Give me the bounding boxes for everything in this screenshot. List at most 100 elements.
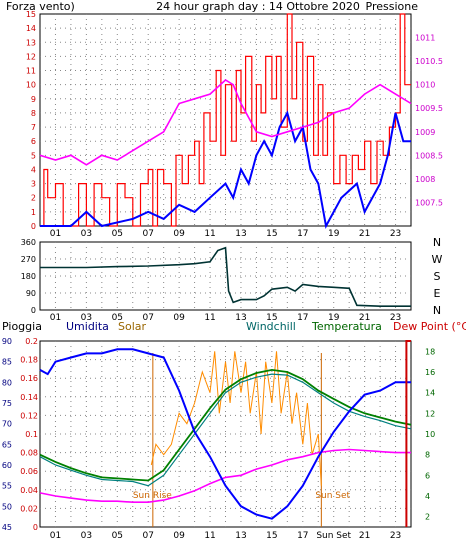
- humidity-tick-label: 55: [2, 482, 12, 491]
- rain-tick-label: 0.14: [20, 393, 38, 402]
- x-tick-label: 01: [50, 313, 61, 323]
- x-tick-label: 21: [359, 229, 370, 239]
- x-tick-label: 23: [390, 531, 401, 541]
- y-tick-label: 360: [21, 238, 36, 247]
- y-tick-label: 0: [31, 306, 36, 315]
- temp-tick-label: 16: [425, 368, 435, 377]
- humidity-tick-label: 90: [2, 337, 12, 346]
- rain-tick-label: 0.18: [20, 356, 38, 365]
- direction-x-ticks: 01 03 05 07 09 11 13 15 17 19 21 23: [50, 313, 402, 323]
- y2-tick-label: 1007.5: [415, 198, 443, 207]
- y-tick-label: 6: [31, 137, 36, 146]
- y-tick-label: 3: [31, 180, 36, 189]
- x-tick-label: 01: [50, 229, 61, 239]
- y-tick-label: 14: [26, 24, 36, 33]
- temp-tick-label: 2: [425, 513, 430, 522]
- x-tick-label: 11: [204, 313, 215, 323]
- humidity-tick-label: 45: [2, 523, 12, 532]
- temp-tick-label: 14: [425, 389, 435, 398]
- rain-tick-label: 0: [33, 523, 38, 532]
- label-solar: Solar: [118, 320, 147, 333]
- y-tick-label: 2: [31, 194, 36, 203]
- temperature-panel-grid: [40, 341, 411, 527]
- sun-set-label: Sun Set: [315, 491, 350, 501]
- rain-tick-label: 0.16: [20, 374, 38, 383]
- x-tick-label: 19: [328, 313, 340, 323]
- x-tick-label: 05: [112, 229, 123, 239]
- rain-tick-label: 0.06: [20, 467, 38, 476]
- x-tick-label: 15: [266, 313, 277, 323]
- humidity-y-ticks: 45 50 55 60 65 70 75 80 85 90: [2, 337, 12, 532]
- x-tick-label: 09: [173, 229, 185, 239]
- label-pioggia: Pioggia: [2, 320, 42, 333]
- rain-tick-label: 0.02: [20, 504, 38, 513]
- y2-tick-label: 1009.5: [415, 104, 443, 113]
- temp-tick-label: 6: [425, 471, 430, 480]
- y-tick-label: 11: [26, 67, 36, 76]
- rain-tick-label: 0.08: [20, 449, 38, 458]
- y2-tick-label: 1010.5: [415, 57, 443, 66]
- x-tick-label: 05: [112, 531, 123, 541]
- x-tick-label: 15: [266, 229, 277, 239]
- y2-tick-label: 1011: [415, 34, 435, 43]
- x-tick-label: 13: [235, 313, 246, 323]
- solar-series: [150, 351, 322, 486]
- x-tick-label: 17: [297, 229, 308, 239]
- humidity-tick-label: 85: [2, 358, 12, 367]
- x-tick-label: 09: [173, 531, 185, 541]
- label-dewpoint: Dew Point (°C): [393, 320, 466, 333]
- wind-x-ticks: 01 03 05 07 09 11 13 15 17 19 21 23: [50, 229, 402, 239]
- rain-series: [405, 340, 411, 527]
- rain-tick-label: 0.2: [25, 337, 38, 346]
- y-tick-label: 270: [21, 255, 36, 264]
- y-tick-label: 1: [31, 208, 36, 217]
- temp-tick-label: 8: [425, 451, 430, 460]
- direction-panel-grid: [40, 242, 411, 310]
- x-tick-label: 23: [390, 313, 401, 323]
- label-temperatura: Temperatura: [311, 320, 382, 333]
- y-tick-label: 0: [31, 222, 36, 231]
- y2-tick-label: 1009: [415, 128, 435, 137]
- compass-label: S: [434, 270, 441, 283]
- x-tick-label: 07: [142, 229, 153, 239]
- humidity-tick-label: 75: [2, 399, 12, 408]
- x-tick-label: 09: [173, 313, 185, 323]
- rain-tick-label: 0.04: [20, 486, 38, 495]
- humidity-tick-label: 65: [2, 440, 12, 449]
- compass-label: N: [433, 304, 441, 317]
- x-tick-label: 17: [297, 313, 308, 323]
- direction-series: [40, 246, 411, 307]
- x-tick-label: 03: [81, 229, 92, 239]
- x-tick-label: 07: [142, 313, 153, 323]
- x-tick-label: 11: [204, 229, 215, 239]
- x-tick-label: 13: [235, 531, 246, 541]
- pressure-y-ticks: 1007.5 1008 1008.5 1009 1009.5 1010 1010.5 1011: [415, 34, 443, 208]
- wind-max-series: [40, 13, 411, 227]
- y-tick-label: 4: [31, 165, 36, 174]
- header-right-label: Pressione: [366, 0, 419, 13]
- y-tick-label: 12: [26, 52, 36, 61]
- y-tick-label: 90: [26, 289, 36, 298]
- compass-label: W: [432, 253, 443, 266]
- x-tick-label: 01: [50, 531, 61, 541]
- x-tick-label: 23: [390, 229, 401, 239]
- x-tick-label: 03: [81, 531, 92, 541]
- humidity-tick-label: 50: [2, 502, 12, 511]
- compass-label: E: [434, 287, 441, 300]
- x-tick-label: 19: [328, 229, 340, 239]
- x-tick-label: 21: [359, 531, 370, 541]
- humidity-tick-label: 80: [2, 378, 12, 387]
- rain-tick-label: 0.12: [20, 411, 38, 420]
- temperature-x-ticks: 01 03 05 07 09 11 13 15 17 Sun Set 21 23: [50, 531, 402, 541]
- header-title: 24 hour graph day : 14 Ottobre 2020: [156, 0, 360, 13]
- y-tick-label: 180: [21, 272, 36, 281]
- wind-avg-series: [40, 110, 411, 229]
- x-tick-label: 11: [204, 531, 215, 541]
- x-tick-label: 05: [112, 313, 123, 323]
